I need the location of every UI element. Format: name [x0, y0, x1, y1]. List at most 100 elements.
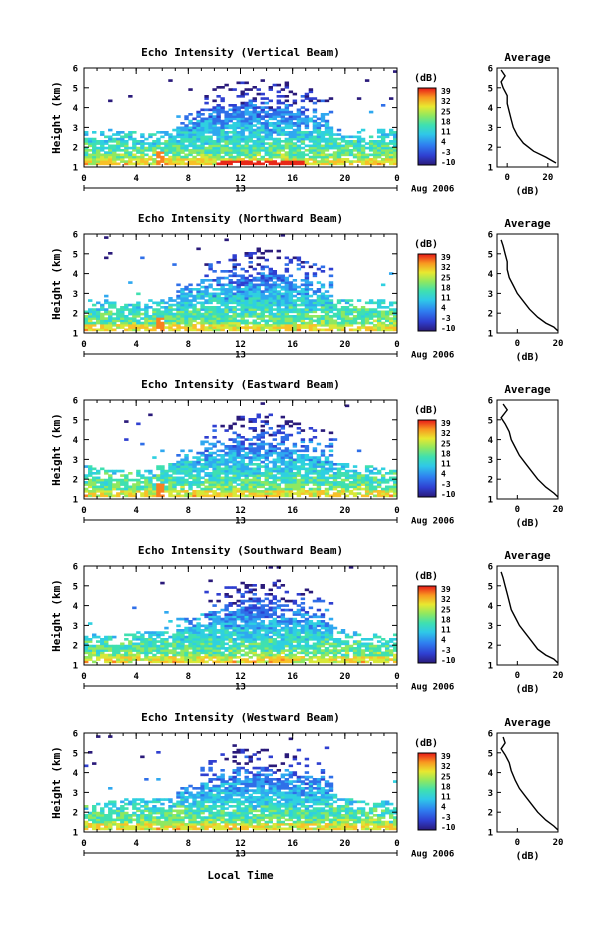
heatmap-cell: [148, 144, 153, 148]
heatmap-cell: [344, 310, 350, 314]
heatmap-cell: [84, 162, 89, 166]
heatmap-cell: [272, 490, 278, 493]
heatmap-cell: [124, 485, 129, 489]
heatmap-cell: [156, 151, 161, 154]
heatmap-cell: [220, 635, 225, 639]
heatmap-cell: [136, 483, 141, 486]
heatmap-cell: [276, 653, 282, 657]
heatmap-cell: [284, 460, 290, 464]
heatmap-cell: [216, 301, 221, 305]
heatmap-cell: [260, 640, 265, 643]
heatmap-cell: [240, 281, 245, 284]
heatmap-cell: [272, 128, 278, 132]
heatmap-cell: [260, 454, 265, 457]
heatmap-cell: [204, 321, 209, 325]
heatmap-cell: [264, 660, 269, 664]
heatmap-cell: [216, 294, 221, 298]
heatmap-cell: [196, 474, 201, 477]
heatmap-cell: [92, 651, 97, 655]
heatmap-cell: [204, 656, 209, 659]
average-title: Average: [504, 51, 551, 64]
heatmap-cell: [232, 272, 237, 275]
avg-x-label: (dB): [515, 352, 539, 363]
heatmap-cell: [192, 478, 197, 482]
heatmap-cell: [304, 326, 310, 329]
heatmap-cell: [320, 324, 326, 327]
heatmap-cell: [224, 469, 229, 473]
heatmap-cell: [276, 644, 282, 648]
heatmap-cell: [244, 162, 249, 166]
heatmap-cell: [260, 440, 265, 444]
heatmap-cell: [304, 160, 310, 163]
heatmap-cell: [340, 149, 346, 152]
heatmap-cell: [176, 294, 181, 298]
heatmap-cell: [324, 155, 330, 159]
heatmap-cell: [264, 597, 269, 601]
heatmap-cell: [140, 146, 145, 150]
heatmap-cell: [388, 140, 394, 143]
heatmap-cell: [380, 490, 386, 493]
heatmap-cell: [236, 604, 241, 607]
heatmap-cell: [388, 153, 394, 157]
heatmap-cell: [212, 149, 217, 152]
heatmap-cell: [216, 629, 221, 632]
heatmap-cell: [116, 162, 121, 166]
heatmap-cell: [276, 615, 282, 619]
heatmap-cell: [224, 149, 229, 152]
heatmap-cell: [304, 483, 310, 486]
heatmap-cell: [280, 415, 286, 419]
heatmap-cell: [148, 321, 153, 325]
heatmap-cell: [240, 658, 245, 661]
heatmap-cell: [184, 478, 189, 482]
heatmap-cell: [192, 658, 197, 661]
heatmap-cell: [160, 640, 165, 643]
heatmap-cell: [236, 297, 241, 300]
heatmap-cell: [232, 146, 237, 150]
heatmap-cell: [132, 142, 137, 145]
heatmap-cell: [288, 494, 294, 498]
heatmap-cell: [264, 288, 269, 291]
heatmap-cell: [284, 306, 290, 309]
heatmap-cell: [328, 460, 334, 464]
heatmap-cell: [276, 642, 282, 646]
heatmap-cell: [120, 310, 125, 314]
heatmap-cell: [372, 315, 378, 318]
heatmap-cell: [360, 151, 366, 154]
heatmap-cell: [192, 631, 197, 634]
heatmap-cell: [144, 640, 149, 643]
heatmap-cell: [232, 151, 237, 154]
heatmap-cell: [224, 140, 229, 143]
heatmap-cell: [184, 131, 189, 134]
heatmap-cell: [388, 142, 394, 145]
heatmap-cell: [120, 160, 125, 163]
heatmap-cell: [96, 644, 101, 648]
heatmap-cell: [296, 135, 302, 139]
heatmap-cell: [240, 317, 245, 320]
heatmap-cell: [384, 306, 390, 309]
heatmap-cell: [188, 310, 193, 314]
heatmap-cell: [340, 146, 346, 150]
heatmap-cell: [212, 315, 217, 318]
heatmap-cell: [280, 615, 286, 619]
heatmap-cell: [168, 478, 173, 482]
heatmap-cell: [188, 149, 193, 152]
heatmap-cell: [208, 131, 213, 134]
heatmap-cell: [272, 584, 278, 587]
heatmap-cell: [340, 328, 346, 332]
heatmap-cell: [240, 308, 245, 311]
heatmap-cell: [96, 490, 101, 493]
heatmap-cell: [316, 483, 322, 486]
heatmap-cell: [100, 317, 105, 320]
heatmap-cell: [388, 494, 394, 498]
heatmap-cell: [312, 478, 318, 482]
heatmap-cell: [168, 133, 173, 136]
heatmap-cell: [304, 274, 310, 278]
heatmap-cell: [212, 279, 217, 282]
heatmap-cell: [244, 101, 249, 105]
heatmap-cell: [280, 449, 286, 453]
heatmap-cell: [152, 140, 157, 143]
heatmap-cell: [216, 622, 221, 625]
colorbar-tick-label: 11: [441, 460, 451, 469]
heatmap-cell: [272, 115, 278, 118]
heatmap-cell: [160, 474, 165, 477]
